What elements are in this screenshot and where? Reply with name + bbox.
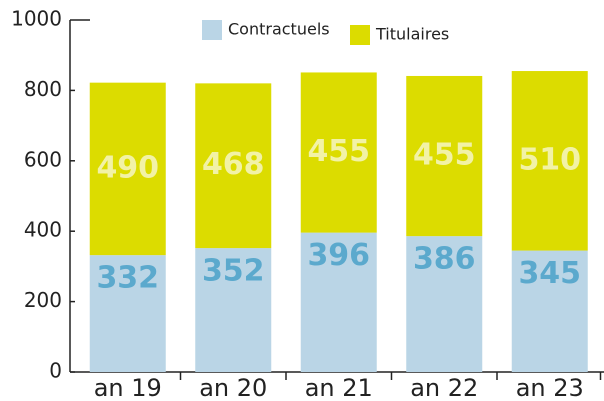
x-tick-label: an 19 xyxy=(94,374,162,401)
y-tick-label: 400 xyxy=(24,218,62,242)
bar-segment xyxy=(511,250,588,372)
y-tick-label: 0 xyxy=(49,359,62,383)
bar-segment xyxy=(406,75,483,237)
x-tick-label: an 20 xyxy=(199,374,267,401)
value-label: 468 xyxy=(202,147,265,182)
legend-swatch xyxy=(350,25,370,45)
bar-segment xyxy=(195,248,272,372)
value-label: 455 xyxy=(413,138,476,173)
bar-segment xyxy=(89,255,166,372)
bar-segment xyxy=(511,71,588,251)
bar-segment xyxy=(300,232,377,372)
value-label: 352 xyxy=(202,254,265,289)
bar-segment xyxy=(195,83,272,249)
x-tick-label: an 22 xyxy=(410,374,478,401)
value-label: 386 xyxy=(413,242,476,277)
value-label: 455 xyxy=(307,134,370,169)
value-label: 396 xyxy=(307,238,370,273)
value-label: 490 xyxy=(96,150,159,185)
y-tick-label: 200 xyxy=(24,288,62,312)
legend-label: Titulaires xyxy=(375,25,449,44)
y-tick-label: 1000 xyxy=(11,7,62,31)
value-label: 510 xyxy=(518,142,581,177)
x-tick-label: an 23 xyxy=(516,374,584,401)
bar-segment xyxy=(89,82,166,256)
bar-segment xyxy=(300,72,377,233)
legend-swatch xyxy=(202,20,222,40)
y-tick-label: 600 xyxy=(24,147,62,171)
x-tick-label: an 21 xyxy=(305,374,373,401)
value-label: 332 xyxy=(96,261,159,296)
y-tick-label: 800 xyxy=(24,77,62,101)
bar-segment xyxy=(406,236,483,372)
legend-label: Contractuels xyxy=(228,20,330,39)
value-label: 345 xyxy=(518,256,581,291)
